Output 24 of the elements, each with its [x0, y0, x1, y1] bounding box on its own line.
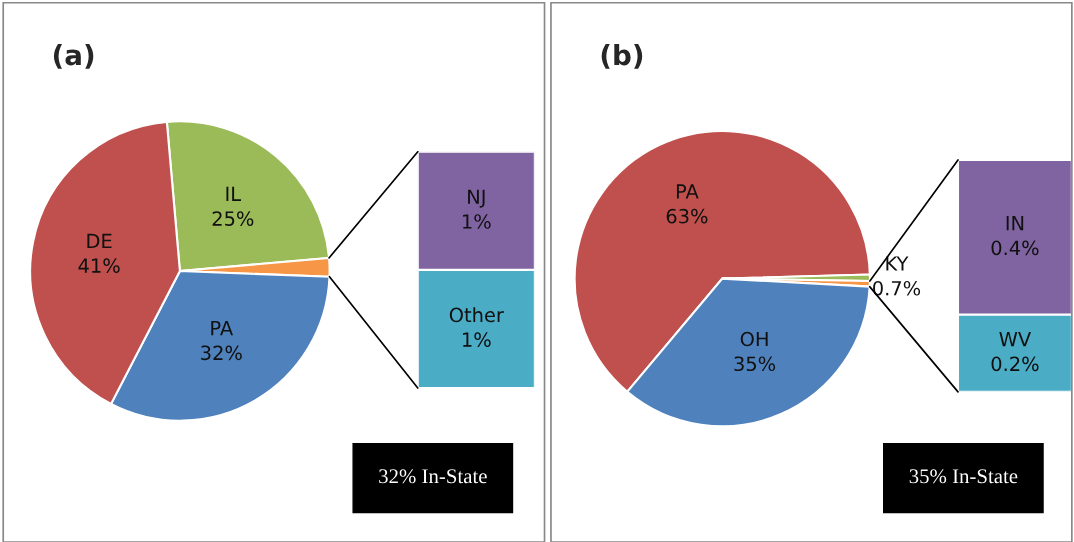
data-label: 0.7%: [873, 280, 921, 296]
chart-title: (a): [53, 43, 94, 69]
data-label: 41%: [78, 258, 120, 274]
data-label: 35%: [734, 356, 776, 372]
data-label: 1%: [463, 214, 491, 229]
data-label: 1%: [463, 332, 491, 347]
slice-label: OH: [740, 331, 768, 347]
data-label: 0.4%: [991, 240, 1039, 256]
slice-label: PA: [676, 184, 699, 199]
slice-label: IL: [226, 186, 241, 201]
series-label: WV: [999, 332, 1032, 347]
chart-title: (b): [601, 43, 643, 69]
series-label: Other: [449, 307, 504, 323]
data-label: 25%: [212, 211, 254, 226]
slice-label: DE: [87, 233, 112, 249]
series-label: IN: [1006, 216, 1024, 231]
text: 32% In-State: [379, 469, 487, 484]
slice-label: PA: [211, 320, 234, 336]
data-label: 32%: [201, 345, 242, 361]
data-label: 63%: [666, 208, 708, 224]
slice-label: KY: [886, 256, 909, 271]
text: 35% In-State: [909, 469, 1018, 484]
data-label: 0.2%: [991, 356, 1039, 372]
series-label: NJ: [468, 189, 485, 208]
